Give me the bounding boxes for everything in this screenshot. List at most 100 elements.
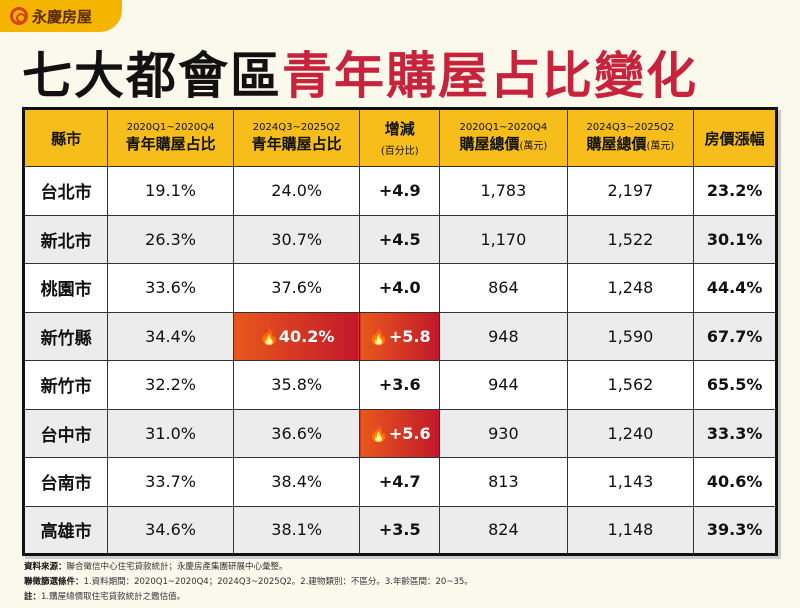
footnote: 資料來源：聯合徵信中心住宅貸款統計；永慶房產集團研展中心彙整。 — [24, 560, 473, 575]
footnote: 聯徵篩選條件：1.資料期間：2020Q1~2020Q4；2024Q3~2025Q… — [24, 575, 473, 590]
column-header: 縣市 — [22, 108, 109, 167]
value-cell: 🔥40.2% — [232, 311, 361, 361]
header-period: 2024Q3~2025Q2 — [586, 122, 675, 133]
value-cell: 36.6% — [232, 408, 361, 458]
data-table: 縣市 2020Q1~2020Q4 青年購屋占比 2024Q3~2025Q2 青年購屋占比… — [22, 107, 778, 556]
header-period: 2024Q3~2025Q2 — [252, 122, 341, 133]
value-cell: 33.6% — [107, 263, 234, 313]
value-cell: 1,590 — [566, 311, 695, 361]
footnote-text: 1.購屋總價取住宅貸款統計之鑑估值。 — [41, 592, 186, 602]
value-cell: 1,562 — [566, 360, 695, 410]
value-cell: 1,783 — [439, 166, 568, 216]
header-label: 購屋總價 — [459, 135, 520, 153]
table-row: 新北市 26.3% 30.7% +4.5 1,170 1,522 30.1% — [22, 214, 777, 264]
value-cell: 44.4% — [693, 263, 777, 313]
value-cell: 38.1% — [232, 505, 361, 555]
header-label: 縣市 — [51, 129, 82, 148]
table-row: 新竹市 32.2% 35.8% +3.6 944 1,562 65.5% — [22, 360, 777, 410]
value-cell: 23.2% — [693, 166, 777, 216]
table-row: 台北市 19.1% 24.0% +4.9 1,783 2,197 23.2% — [22, 166, 777, 216]
value-cell: 1,143 — [566, 457, 695, 507]
footnotes: 資料來源：聯合徵信中心住宅貸款統計；永慶房產集團研展中心彙整。 聯徵篩選條件：1.… — [24, 560, 473, 605]
column-header: 2024Q3~2025Q2 購屋總價(萬元) — [566, 108, 695, 167]
footnote-text: 聯合徵信中心住宅貸款統計；永慶房產集團研展中心彙整。 — [66, 562, 288, 572]
value-cell: 2,197 — [566, 166, 695, 216]
table-row: 高雄市 34.6% 38.1% +3.5 824 1,148 39.3% — [22, 505, 777, 555]
value-cell: +3.5 — [359, 505, 441, 555]
header-label: 購屋總價 — [586, 135, 647, 153]
value-cell: 1,248 — [566, 263, 695, 313]
value-cell: 1,240 — [566, 408, 695, 458]
table-row: 台中市 31.0% 36.6% 🔥+5.6 930 1,240 33.3% — [22, 408, 777, 458]
value-cell: 39.3% — [693, 505, 777, 555]
header-unit: (百分比) — [380, 146, 419, 157]
value-cell: +3.6 — [359, 360, 441, 410]
value-cell: 🔥+5.6 — [359, 408, 441, 458]
page-title: 七大都會區青年購屋占比變化 — [22, 36, 698, 108]
value-cell: 948 — [439, 311, 568, 361]
value-cell: 824 — [439, 505, 568, 555]
value-cell: 944 — [439, 360, 568, 410]
table-row: 桃園市 33.6% 37.6% +4.0 864 1,248 44.4% — [22, 263, 777, 313]
header-unit: (萬元) — [519, 141, 548, 152]
header-label: 房價漲幅 — [704, 129, 765, 148]
value-cell: +4.5 — [359, 214, 441, 264]
city-cell: 新竹市 — [22, 360, 109, 410]
footnote: 註：1.購屋總價取住宅貸款統計之鑑估值。 — [24, 590, 473, 605]
value-cell: 1,522 — [566, 214, 695, 264]
value-cell: +4.9 — [359, 166, 441, 216]
city-cell: 新竹縣 — [22, 311, 109, 361]
value-cell: 1,170 — [439, 214, 568, 264]
value-cell: 67.7% — [693, 311, 777, 361]
column-header: 房價漲幅 — [693, 108, 777, 167]
footnote-label: 資料來源： — [24, 562, 67, 572]
column-header: 增減 (百分比) — [359, 108, 441, 167]
value-cell: 930 — [439, 408, 568, 458]
value-cell: 34.6% — [107, 505, 234, 555]
title-black: 七大都會區 — [22, 47, 282, 105]
value-cell: 32.2% — [107, 360, 234, 410]
column-header: 2020Q1~2020Q4 青年購屋占比 — [107, 108, 234, 167]
value-cell: 33.7% — [107, 457, 234, 507]
header-label: 青年購屋占比 — [125, 135, 216, 153]
value-cell: 33.3% — [693, 408, 777, 458]
table-row: 台南市 33.7% 38.4% +4.7 813 1,143 40.6% — [22, 457, 777, 507]
header-period: 2020Q1~2020Q4 — [126, 122, 215, 133]
value-cell: 37.6% — [232, 263, 361, 313]
value-cell: 40.6% — [693, 457, 777, 507]
header-label: 青年購屋占比 — [251, 135, 342, 153]
logo-icon — [10, 7, 28, 25]
value-cell: 864 — [439, 263, 568, 313]
value-cell: 1,148 — [566, 505, 695, 555]
header-unit: (萬元) — [646, 141, 675, 152]
value-cell: +4.7 — [359, 457, 441, 507]
value-cell: +4.0 — [359, 263, 441, 313]
city-cell: 新北市 — [22, 214, 109, 264]
header-period: 2020Q1~2020Q4 — [459, 122, 548, 133]
value-cell: 19.1% — [107, 166, 234, 216]
column-header: 2020Q1~2020Q4 購屋總價(萬元) — [439, 108, 568, 167]
value-cell: 30.7% — [232, 214, 361, 264]
value-cell: 30.1% — [693, 214, 777, 264]
city-cell: 台中市 — [22, 408, 109, 458]
city-cell: 台北市 — [22, 166, 109, 216]
city-cell: 高雄市 — [22, 505, 109, 555]
brand-logo: 永慶房屋 — [0, 0, 122, 32]
value-cell: 813 — [439, 457, 568, 507]
city-cell: 台南市 — [22, 457, 109, 507]
title-red: 青年購屋占比變化 — [282, 47, 698, 105]
value-cell: 35.8% — [232, 360, 361, 410]
value-cell: 38.4% — [232, 457, 361, 507]
city-cell: 桃園市 — [22, 263, 109, 313]
value-cell: 34.4% — [107, 311, 234, 361]
footnote-label: 註： — [24, 592, 42, 602]
value-cell: 24.0% — [232, 166, 361, 216]
brand-name: 永慶房屋 — [32, 7, 93, 26]
footnote-text: 1.資料期間：2020Q1~2020Q4；2024Q3~2025Q2。2.建物類… — [83, 577, 473, 587]
table-row: 新竹縣 34.4% 🔥40.2% 🔥+5.8 948 1,590 67.7% — [22, 311, 777, 361]
column-header: 2024Q3~2025Q2 青年購屋占比 — [232, 108, 361, 167]
value-cell: 26.3% — [107, 214, 234, 264]
value-cell: 31.0% — [107, 408, 234, 458]
value-cell: 🔥+5.8 — [359, 311, 441, 361]
value-cell: 65.5% — [693, 360, 777, 410]
